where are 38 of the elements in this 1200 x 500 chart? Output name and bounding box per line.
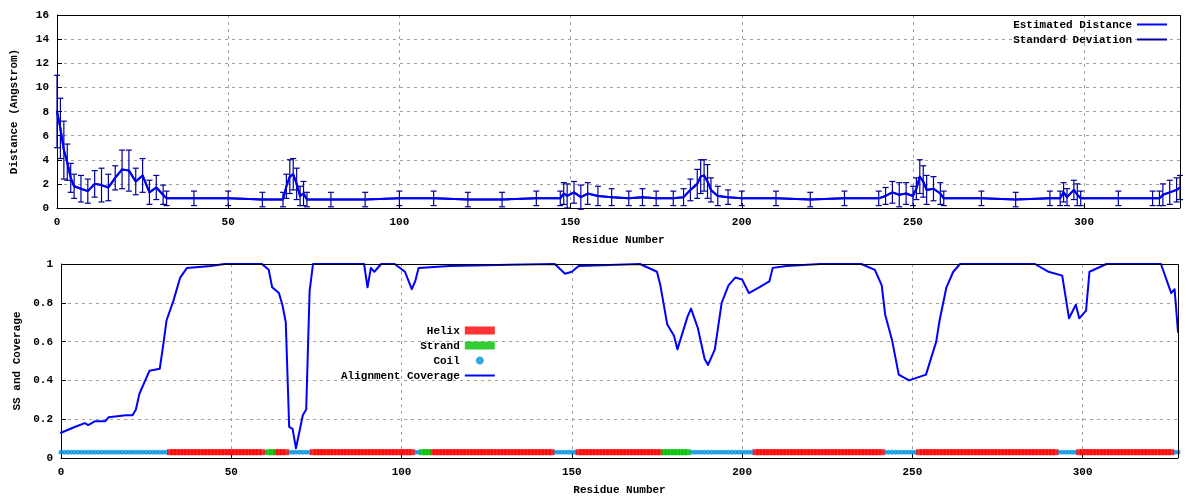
x-tick-label: 50 xyxy=(224,465,238,478)
x-tick-label: 300 xyxy=(1074,215,1095,228)
y-tick-label: 0.8 xyxy=(33,296,54,309)
legend-label: Strand xyxy=(420,339,460,352)
y-tick-label: 0.4 xyxy=(33,374,54,387)
y-tick-label: 0.6 xyxy=(33,335,53,348)
y-tick-label: 1 xyxy=(46,258,54,270)
y-tick-label: 8 xyxy=(42,105,50,118)
y-axis-title: SS and Coverage xyxy=(10,311,23,411)
y-tick-label: 12 xyxy=(35,57,49,70)
y-tick-label: 2 xyxy=(42,177,49,190)
y-tick-label: 14 xyxy=(35,33,50,46)
legend-label: Alignment Coverage xyxy=(340,369,461,382)
y-tick-label: 0.2 xyxy=(33,413,53,426)
y-tick-label: 6 xyxy=(42,129,49,142)
x-tick-label: 100 xyxy=(389,215,410,228)
legend-label: Standard Deviation xyxy=(1013,33,1132,46)
y-tick-label: 0 xyxy=(46,452,53,464)
x-tick-label: 150 xyxy=(561,465,582,478)
y-tick-label: 4 xyxy=(42,153,50,166)
y-tick-label: 10 xyxy=(35,81,49,94)
x-tick-label: 100 xyxy=(391,465,412,478)
y-tick-label: 16 xyxy=(35,9,49,21)
y-axis-title: Distance (Angstrom) xyxy=(7,48,20,175)
x-axis-title: Residue Number xyxy=(572,233,665,246)
x-tick-label: 200 xyxy=(731,215,752,228)
x-tick-label: 50 xyxy=(221,215,235,228)
x-tick-label: 0 xyxy=(57,465,65,478)
x-axis-title: Residue Number xyxy=(573,483,666,496)
x-tick-label: 250 xyxy=(902,465,923,478)
x-tick-label: 200 xyxy=(732,465,752,478)
y-tick-label: 0 xyxy=(42,202,49,214)
legend-label: Estimated Distance xyxy=(1013,18,1133,31)
x-tick-label: 300 xyxy=(1072,465,1093,478)
legend-label: Helix xyxy=(426,324,461,337)
legend-label: Coil xyxy=(433,354,461,367)
x-tick-label: 250 xyxy=(903,215,923,228)
x-tick-label: 150 xyxy=(560,215,581,228)
